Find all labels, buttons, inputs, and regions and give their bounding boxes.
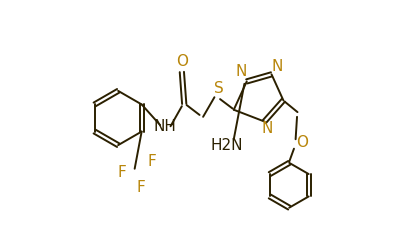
Text: F: F (136, 180, 145, 195)
Text: H2N: H2N (210, 138, 243, 153)
Text: O: O (176, 54, 188, 69)
Text: O: O (296, 135, 308, 150)
Text: F: F (117, 165, 126, 180)
Text: F: F (148, 154, 157, 169)
Text: N: N (261, 121, 273, 136)
Text: NH: NH (154, 119, 177, 134)
Text: S: S (214, 81, 223, 97)
Text: N: N (272, 59, 283, 74)
Text: N: N (235, 64, 247, 80)
